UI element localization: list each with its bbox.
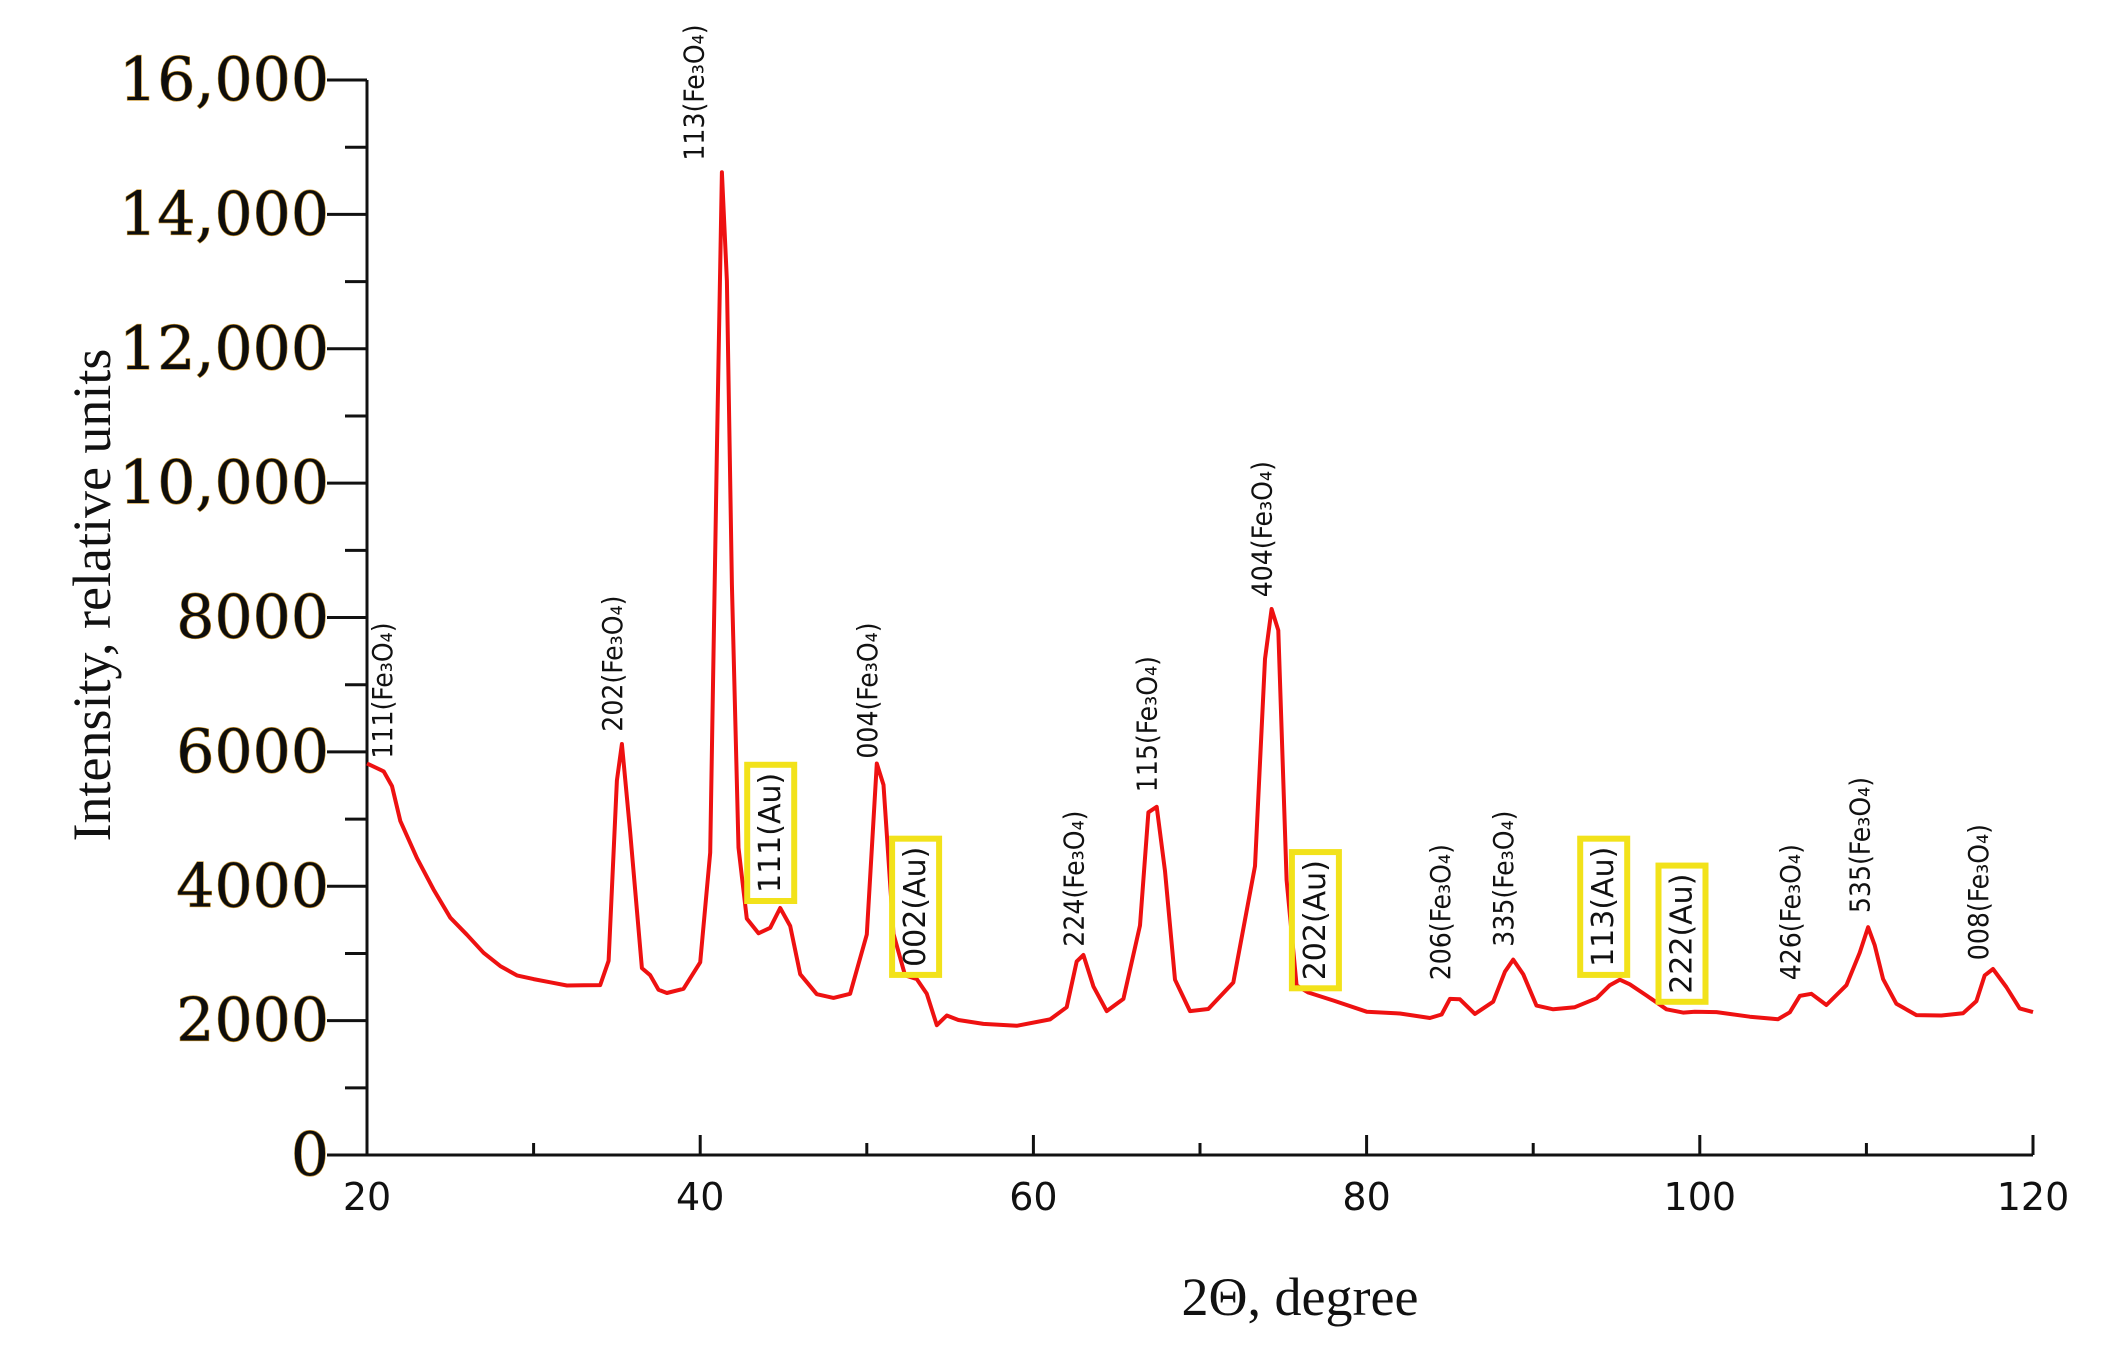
- y-axis-ticks: 0 2000 4000 6000 8000 10,000 12,000 14,000 16,00…: [118, 44, 367, 1191]
- peak-label-text: 202(Au): [1298, 860, 1333, 980]
- peak-label-text: 008(Fe₃O₄): [1962, 824, 1995, 960]
- peak-label-text: 222(Au): [1665, 874, 1700, 994]
- x-axis-ticks: 20 40 60 80 100 120: [343, 1135, 2069, 1219]
- fe3o4-peak-label: 113(Fe₃O₄): [678, 24, 711, 160]
- fe3o4-peak-label: 426(Fe₃O₄): [1774, 844, 1807, 980]
- x-tick-label: 120: [1997, 1175, 2070, 1219]
- au-highlight-box: [1577, 835, 1631, 978]
- y-tick-label: 2000: [176, 986, 329, 1056]
- fe3o4-peak-label: 008(Fe₃O₄): [1962, 824, 1995, 960]
- x-tick-label: 100: [1664, 1175, 1737, 1219]
- peak-label-text: 202(Fe₃O₄): [596, 595, 629, 731]
- peak-label-text: 004(Fe₃O₄): [851, 622, 884, 758]
- au-highlight-box: [1288, 849, 1342, 992]
- peak-label-text: 206(Fe₃O₄): [1424, 844, 1457, 980]
- au-peak-label: 113(Au): [1577, 835, 1631, 978]
- peak-label-text: 111(Fe₃O₄): [366, 622, 399, 758]
- au-peak-label: 202(Au): [1288, 849, 1342, 992]
- peak-annotations: 111(Fe₃O₄) 202(Fe₃O₄) 113(Fe₃O₄) 111(Au) 004…: [366, 24, 1995, 1005]
- x-axis-title: 2Θ, degree: [1182, 1267, 1419, 1327]
- peak-label-text: 224(Fe₃O₄): [1057, 810, 1090, 946]
- peak-label-text: 002(Au): [898, 847, 933, 967]
- y-axis-title: Intensity, relative units: [62, 349, 122, 842]
- au-highlight-box: [744, 761, 798, 904]
- y-tick-label: 12,000: [119, 314, 329, 384]
- y-tick-label: 6000: [176, 717, 329, 787]
- peak-label-text: 115(Fe₃O₄): [1131, 656, 1164, 792]
- au-peak-label: 002(Au): [889, 835, 943, 978]
- peak-label-text: 113(Fe₃O₄): [678, 24, 711, 160]
- fe3o4-peak-label: 202(Fe₃O₄): [596, 595, 629, 731]
- fe3o4-peak-label: 004(Fe₃O₄): [851, 622, 884, 758]
- y-tick-label: 0: [291, 1120, 329, 1190]
- fe3o4-peak-label: 111(Fe₃O₄): [366, 622, 399, 758]
- fe3o4-peak-label: 535(Fe₃O₄): [1844, 777, 1877, 913]
- x-tick-label: 20: [343, 1175, 391, 1219]
- x-tick-label: 40: [676, 1175, 724, 1219]
- peak-label-text: 113(Au): [1586, 847, 1621, 967]
- series-line: [366, 170, 2034, 1028]
- peak-label-text: 404(Fe₃O₄): [1246, 461, 1279, 597]
- y-tick-label: 14,000: [119, 179, 329, 249]
- peak-label-text: 335(Fe₃O₄): [1487, 810, 1520, 946]
- fe3o4-peak-label: 335(Fe₃O₄): [1487, 810, 1520, 946]
- fe3o4-peak-label: 404(Fe₃O₄): [1246, 461, 1279, 597]
- fe3o4-peak-label: 115(Fe₃O₄): [1131, 656, 1164, 792]
- au-peak-label: 111(Au): [744, 761, 798, 904]
- y-tick-label: 4000: [176, 851, 329, 921]
- au-highlight-box: [889, 835, 943, 978]
- y-tick-label: 16,000: [119, 45, 329, 115]
- peak-label-text: 535(Fe₃O₄): [1844, 777, 1877, 913]
- peak-label-text: 426(Fe₃O₄): [1774, 844, 1807, 980]
- x-tick-label: 80: [1342, 1175, 1390, 1219]
- fe3o4-peak-label: 224(Fe₃O₄): [1057, 810, 1090, 946]
- y-tick-label: 10,000: [119, 448, 329, 518]
- au-peak-label: 222(Au): [1655, 862, 1709, 1005]
- au-highlight-box: [1655, 862, 1709, 1005]
- y-tick-label: 8000: [176, 583, 329, 653]
- fe3o4-peak-label: 206(Fe₃O₄): [1424, 844, 1457, 980]
- x-tick-label: 60: [1009, 1175, 1057, 1219]
- peak-label-text: 111(Au): [753, 773, 788, 893]
